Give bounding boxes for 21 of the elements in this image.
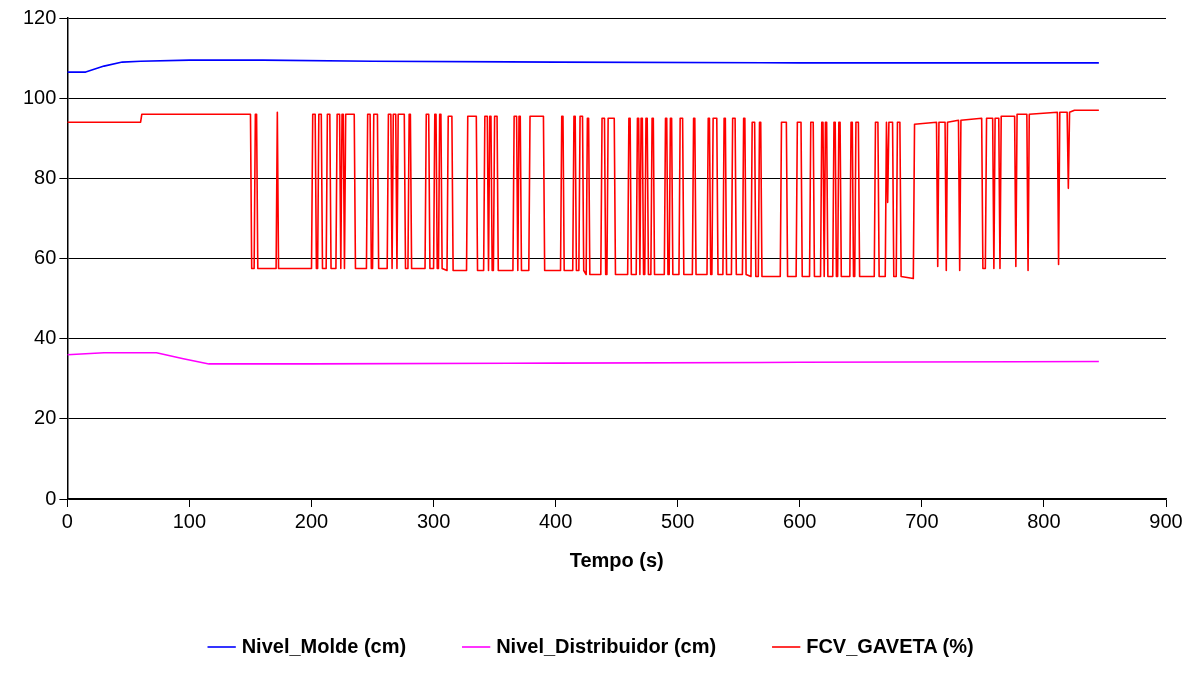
x-axis-title: Tempo (s) xyxy=(569,548,664,571)
legend-label: Nivel_Distribuidor (cm) xyxy=(496,634,717,657)
y-tick-label: 80 xyxy=(34,165,57,188)
x-tick-label: 800 xyxy=(1027,509,1061,532)
y-tick-label: 120 xyxy=(22,5,57,28)
x-tick-label: 200 xyxy=(294,509,329,532)
y-tick-label: 100 xyxy=(22,85,57,108)
y-tick-label: 40 xyxy=(34,326,57,349)
legend-label: Nivel_Molde (cm) xyxy=(241,634,407,657)
y-tick-label: 60 xyxy=(34,246,57,269)
y-tick-label: 0 xyxy=(45,486,57,509)
x-tick-label: 300 xyxy=(416,509,451,532)
x-tick-label: 0 xyxy=(61,509,73,532)
x-tick-label: 400 xyxy=(538,509,573,532)
x-tick-label: 700 xyxy=(905,509,939,532)
x-tick-label: 900 xyxy=(1149,509,1183,532)
legend-label: FCV_GAVETA (%) xyxy=(806,634,974,657)
x-tick-label: 100 xyxy=(172,509,207,532)
x-tick-label: 600 xyxy=(783,509,817,532)
x-tick-label: 500 xyxy=(661,509,695,532)
y-tick-label: 20 xyxy=(34,406,57,429)
